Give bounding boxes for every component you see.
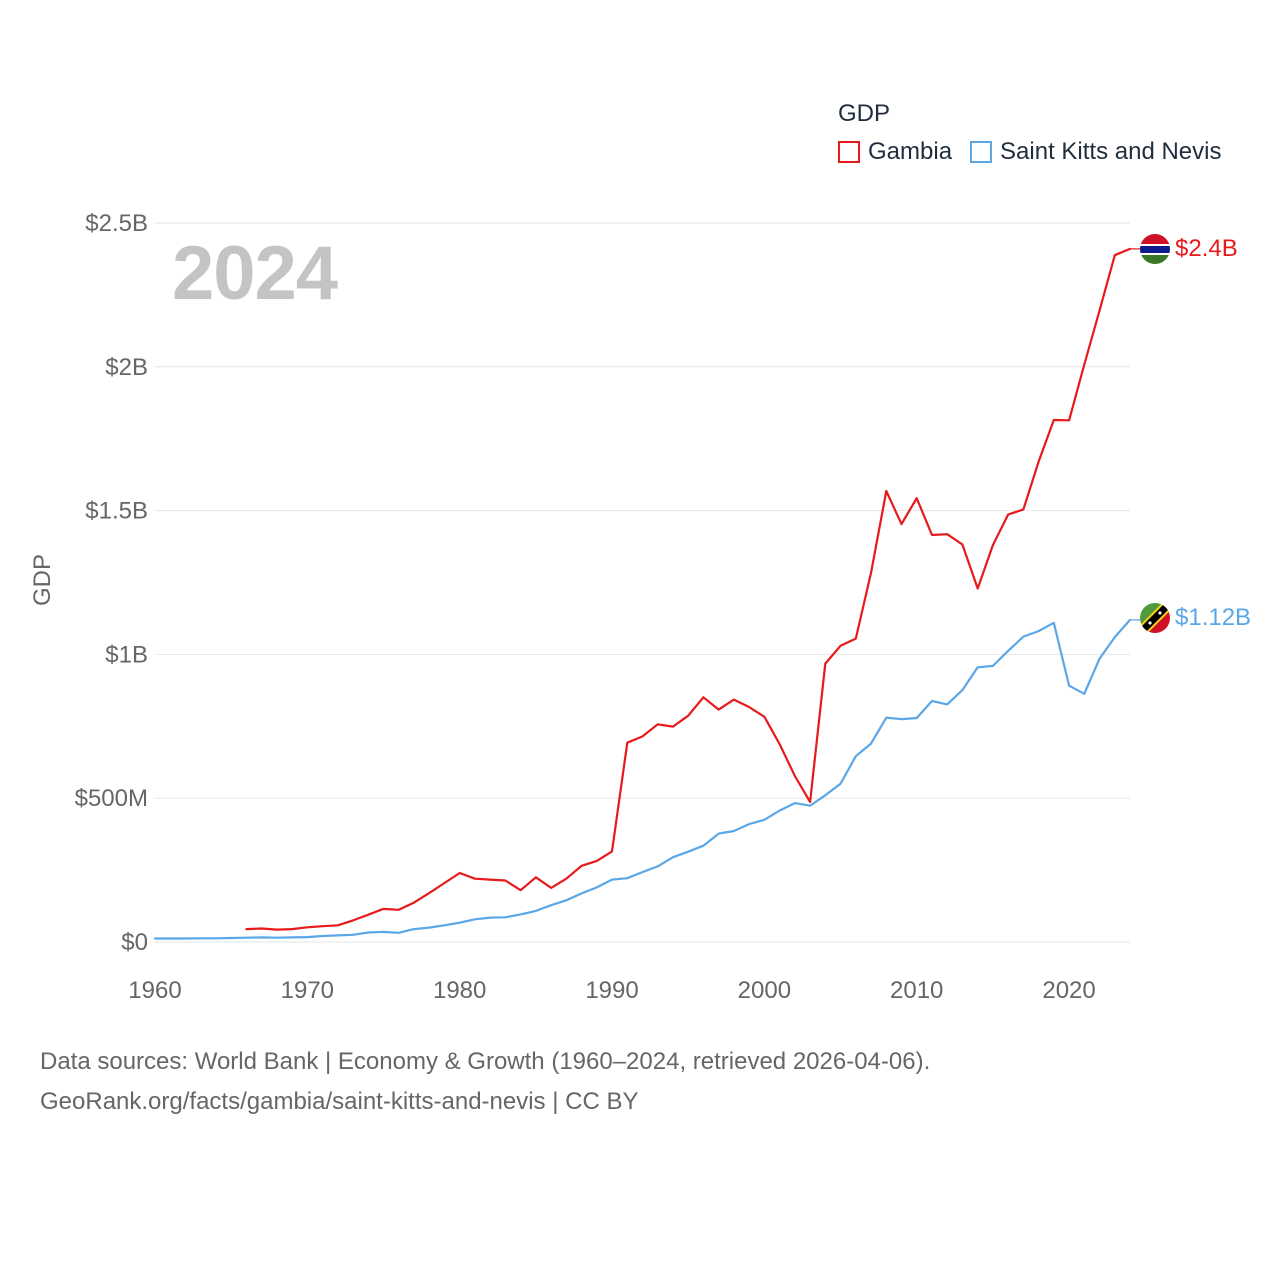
series-lines <box>153 247 1140 940</box>
x-tick-label-1: 1970 <box>281 977 334 1004</box>
legend-items: Gambia Saint Kitts and Nevis <box>838 138 1239 166</box>
x-tick-label-6: 2020 <box>1042 977 1095 1004</box>
y-tick-label-1: $500M <box>75 785 148 812</box>
x-tick-label-2: 1980 <box>433 977 486 1004</box>
legend: GDP Gambia Saint Kitts and Nevis <box>838 100 1239 166</box>
y-tick-label-5: $2.5B <box>85 210 148 237</box>
grid-lines <box>155 222 1130 943</box>
x-tick-label-3: 1990 <box>585 977 638 1004</box>
series-line-gambia[interactable] <box>245 247 1132 931</box>
x-tick-label-4: 2000 <box>738 977 791 1004</box>
axes: $0 $500M $1B $1.5B $2B $2.5B 1960 1970 1980 1990 2… <box>75 210 1096 1004</box>
legend-title: GDP <box>838 100 891 127</box>
line-chart: $0 $500M $1B $1.5B $2B $2.5B 1960 1970 1980 1990 2… <box>29 210 1251 1004</box>
y-tick-label-0: $0 <box>121 929 148 956</box>
legend-label-saint-kitts-and-nevis: Saint Kitts and Nevis <box>1000 138 1222 165</box>
y-tick-label-4: $2B <box>105 354 148 381</box>
y-tick-label-2: $1B <box>105 641 148 668</box>
x-tick-label-5: 2010 <box>890 977 943 1004</box>
end-label-gambia: $2.4B <box>1175 235 1238 262</box>
y-tick-label-3: $1.5B <box>85 498 148 525</box>
gambia-flag-icon <box>1140 234 1170 264</box>
year-label: 2024 <box>172 231 338 316</box>
legend-swatch-saint-kitts-and-nevis <box>970 141 993 163</box>
footer-link[interactable]: GeoRank.org/facts/gambia/saint-kitts-and… <box>40 1088 639 1115</box>
footer: Data sources: World Bank | Economy & Gro… <box>40 1042 930 1122</box>
y-axis-label: GDP <box>29 554 56 606</box>
legend-swatch-gambia <box>838 141 860 163</box>
end-label-saint-kitts-and-nevis: $1.12B <box>1175 604 1251 631</box>
footer-sources: Data sources: World Bank | Economy & Gro… <box>40 1048 931 1075</box>
series-line-saint-kitts-and-nevis[interactable] <box>153 618 1132 940</box>
legend-label-gambia: Gambia <box>868 138 953 165</box>
x-tick-label-0: 1960 <box>128 977 181 1004</box>
legend-item-saint-kitts-and-nevis[interactable]: Saint Kitts and Nevis <box>970 138 1221 166</box>
saint-kitts-and-nevis-flag-icon <box>1140 603 1170 633</box>
legend-item-gambia[interactable]: Gambia <box>838 138 952 166</box>
